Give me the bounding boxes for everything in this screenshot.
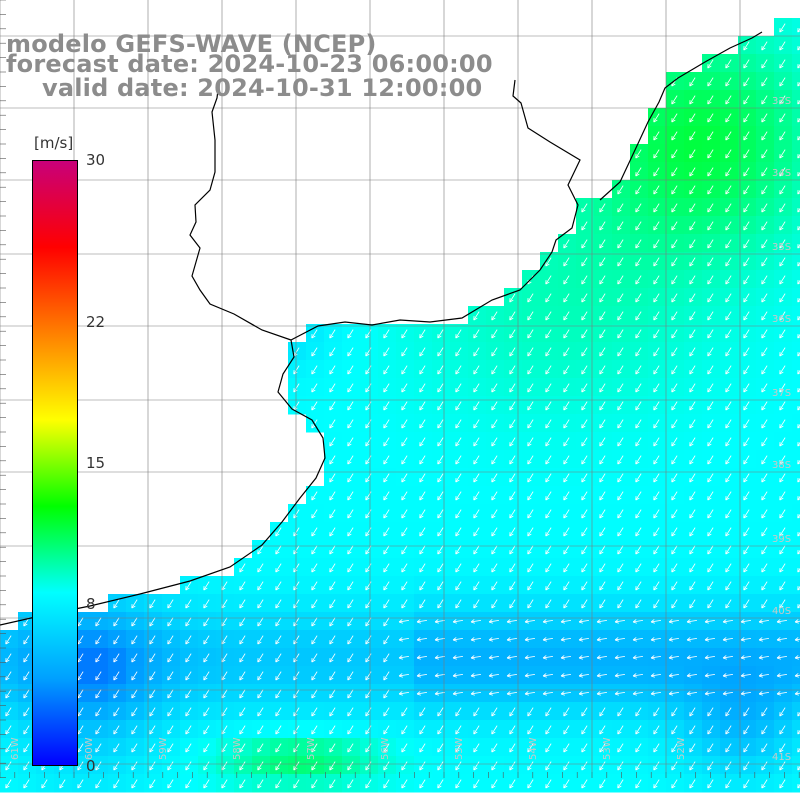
latitude-label: 36S [772, 314, 791, 325]
latitude-label: 41S [772, 752, 791, 763]
wind-speed-cell [792, 198, 800, 217]
valid-date: valid date: 2024-10-31 12:00:00 [42, 76, 482, 100]
longitude-label: 55W [454, 737, 465, 760]
wind-speed-cell [792, 180, 800, 199]
latitude-label: 33S [772, 96, 791, 107]
wind-speed-cell [792, 774, 800, 793]
latitude-label: 34S [772, 168, 791, 179]
wind-speed-cell [792, 738, 800, 757]
wind-speed-cell [792, 378, 800, 397]
colorbar-tick-label: 0 [86, 757, 96, 775]
wind-speed-cell [792, 36, 800, 55]
longitude-label: 58W [232, 737, 243, 760]
wind-speed-cell [792, 396, 800, 415]
wind-speed-cell [792, 342, 800, 361]
wind-speed-cell [792, 90, 800, 109]
colorbar-tick-label: 22 [86, 313, 105, 331]
wind-speed-cell [792, 432, 800, 451]
wind-speed-cell [792, 270, 800, 289]
longitude-label: 59W [158, 737, 169, 760]
wind-speed-cell [792, 162, 800, 181]
colorbar-tick-label: 30 [86, 151, 105, 169]
longitude-label: 52W [676, 737, 687, 760]
latitude-label: 38S [772, 460, 791, 471]
wind-speed-cell [792, 144, 800, 163]
wind-speed-cell [792, 702, 800, 721]
longitude-label: 61W [10, 737, 21, 760]
colorbar-tick-label: 8 [86, 595, 96, 613]
colorbar [32, 160, 78, 766]
wind-speed-cell [792, 756, 800, 775]
longitude-label: 56W [380, 737, 391, 760]
wind-speed-cell [792, 108, 800, 127]
longitude-label: 53W [602, 737, 613, 760]
latitude-label: 39S [772, 534, 791, 545]
wind-speed-cell [792, 468, 800, 487]
wind-speed-cell [792, 234, 800, 253]
wind-speed-cell [792, 306, 800, 325]
wind-speed-cell [792, 324, 800, 343]
wind-speed-cell [792, 72, 800, 91]
wind-speed-cell [792, 576, 800, 595]
wind-speed-cell [792, 450, 800, 469]
latitude-label: 40S [772, 606, 791, 617]
longitude-label: 57W [306, 737, 317, 760]
wind-speed-cell [792, 126, 800, 145]
longitude-label: 54W [528, 737, 539, 760]
wind-speed-cell [792, 360, 800, 379]
wind-speed-cell [792, 720, 800, 739]
wind-speed-cell [792, 486, 800, 505]
latitude-label: 37S [772, 388, 791, 399]
wind-speed-cell [792, 18, 800, 37]
wind-speed-cell [792, 252, 800, 271]
wind-speed-cell [792, 504, 800, 523]
wind-speed-cell [792, 558, 800, 577]
wind-speed-cell [792, 594, 800, 613]
forecast-date: forecast date: 2024-10-23 06:00:00 [6, 52, 493, 76]
colorbar-unit: [m/s] [34, 134, 73, 152]
colorbar-tick-label: 15 [86, 454, 105, 472]
wind-speed-cell [792, 54, 800, 73]
wind-speed-cell [792, 288, 800, 307]
wind-speed-cell [792, 216, 800, 235]
wind-speed-cell [792, 540, 800, 559]
wind-speed-cell [792, 522, 800, 541]
latitude-label: 35S [772, 242, 791, 253]
wind-speed-cell [792, 414, 800, 433]
